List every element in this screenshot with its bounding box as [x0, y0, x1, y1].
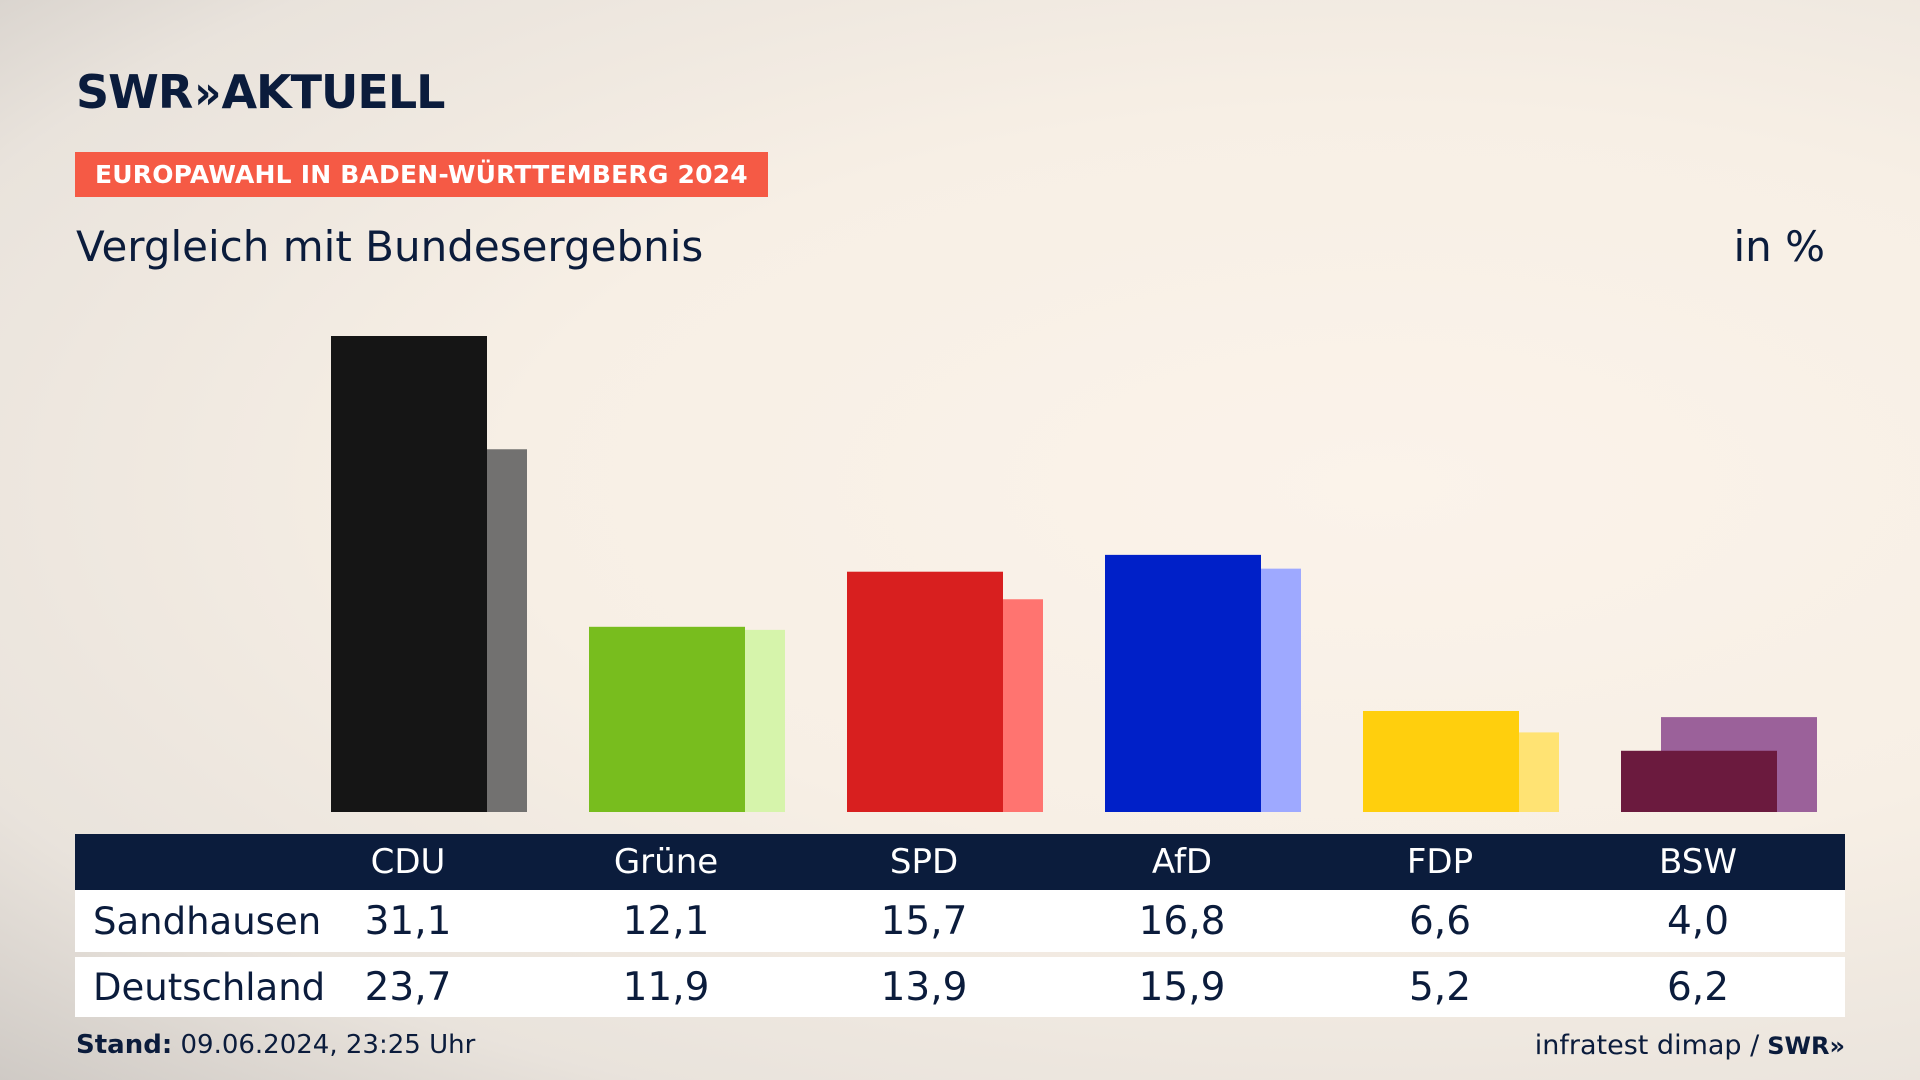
table-cell: 31,1: [364, 898, 452, 944]
category-label: Grüne: [613, 842, 719, 882]
table-cell: 5,2: [1408, 964, 1472, 1010]
source-credit: infratest dimap / SWR»: [1535, 1030, 1845, 1061]
table-cell: 15,9: [1138, 964, 1226, 1010]
table-cell: 16,8: [1138, 898, 1226, 944]
logo-swr: SWR: [76, 65, 193, 119]
table-cell: 15,7: [880, 898, 968, 944]
source-text: infratest dimap /: [1534, 1030, 1760, 1061]
category-label: BSW: [1659, 842, 1737, 882]
stand-label: Stand:: [76, 1030, 173, 1060]
election-tag: EUROPAWAHL IN BADEN-WÜRTTEMBERG 2024: [75, 152, 768, 197]
table-cell: 12,1: [622, 898, 710, 944]
source-swr-logo: SWR»: [1767, 1031, 1845, 1060]
timestamp: Stand: 09.06.2024, 23:25 Uhr: [76, 1030, 475, 1060]
category-label: CDU: [370, 842, 446, 882]
stand-value: 09.06.2024, 23:25 Uhr: [180, 1030, 476, 1060]
row-label: Sandhausen: [93, 899, 322, 943]
table-cell: 23,7: [364, 964, 452, 1010]
table-cell: 11,9: [622, 964, 710, 1010]
bar-bsw-sandhausen: [1621, 750, 1777, 812]
category-label: FDP: [1406, 842, 1474, 882]
logo-aktuell: AKTUELL: [221, 65, 445, 119]
table-cell: 6,2: [1666, 964, 1730, 1010]
bar-spd-sandhausen: [847, 571, 1003, 812]
category-label: AfD: [1151, 842, 1213, 882]
table-row: Sandhausen 31,1 12,1 15,7 16,8 6,6 4,0: [75, 890, 1845, 952]
bar-fdp-sandhausen: [1363, 710, 1519, 812]
table-row: Deutschland 23,7 11,9 13,9 15,9 5,2 6,2: [75, 957, 1845, 1017]
unit-label: in %: [1733, 222, 1825, 271]
chart-subtitle: Vergleich mit Bundesergebnis: [76, 222, 704, 271]
bar-chart: [331, 336, 1817, 812]
table-cell: 6,6: [1408, 898, 1472, 944]
bar-grne-sandhausen: [589, 626, 745, 812]
row-label: Deutschland: [93, 965, 326, 1009]
swr-aktuell-logo: SWR » AKTUELL: [76, 65, 445, 119]
category-label: SPD: [889, 842, 959, 882]
bar-cdu-sandhausen: [331, 336, 487, 812]
results-table: CDU Grüne SPD AfD FDP BSW Sandhausen 31,1 12,…: [75, 834, 1845, 1017]
table-header: CDU Grüne SPD AfD FDP BSW: [75, 834, 1845, 890]
table-cell: 4,0: [1666, 898, 1730, 944]
table-cell: 13,9: [880, 964, 968, 1010]
bar-afd-sandhausen: [1105, 554, 1261, 812]
